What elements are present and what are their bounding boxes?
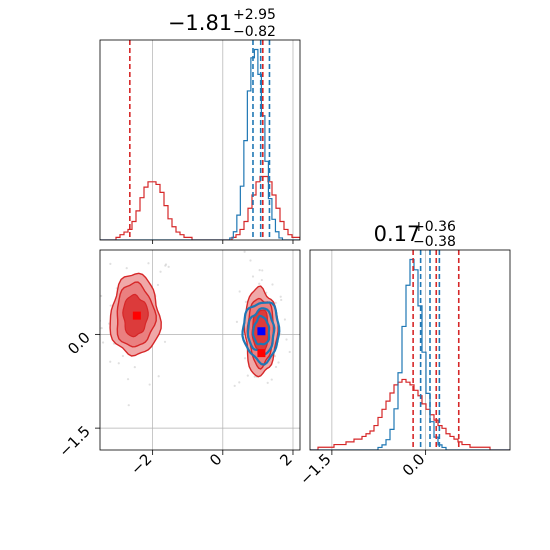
- scatter-point-1-23: [253, 375, 256, 378]
- scatter-point-1-29: [258, 269, 261, 272]
- scatter-point-1-34: [249, 259, 252, 262]
- y-param1-tick-label-0: −1.5: [55, 422, 93, 460]
- title-param0: −1.81: [168, 11, 232, 35]
- panel-hist-param0: −1.81 +2.95 −0.82: [99, 7, 301, 244]
- scatter-point-0-31: [100, 327, 103, 330]
- x-param1-tick-label-0: −1.5: [296, 450, 334, 488]
- scatter-point-0-14: [159, 270, 162, 273]
- scatter-point-0-50: [121, 354, 125, 358]
- scatter-point-0-48: [148, 383, 151, 386]
- scatter-point-0-24: [100, 294, 103, 298]
- scatter-point-0-7: [109, 304, 112, 307]
- scatter-point-1-1: [271, 283, 274, 286]
- marker-red-1: [257, 349, 266, 358]
- scatter-point-1-45: [266, 381, 269, 384]
- y-ticks-param1: −1.5 0.0: [55, 328, 100, 461]
- scatter-point-1-43: [243, 357, 247, 360]
- scatter-point-1-44: [274, 301, 277, 304]
- marker-blue: [257, 327, 266, 336]
- histogram-blue-param0: [100, 48, 300, 240]
- scatter-point-0-5: [92, 333, 94, 335]
- scatter-point-1-55: [238, 381, 241, 384]
- scatter-point-0-18: [127, 404, 130, 407]
- scatter-point-0-53: [92, 272, 94, 274]
- scatter-point-0-46: [101, 341, 105, 344]
- scatter-point-0-38: [109, 262, 112, 265]
- contour-blue-level1: [246, 307, 276, 356]
- axes-frame-param1-hist: [309, 249, 511, 451]
- title-param0-plus: +2.95: [233, 7, 276, 23]
- grid-param0-hist: [152, 40, 294, 244]
- scatter-point-1-42: [277, 361, 280, 364]
- quantile-lines-param0: [129, 40, 271, 240]
- truth-markers: [132, 311, 266, 358]
- title-param1-minus: −0.38: [413, 234, 456, 250]
- histogram-blue-param1: [310, 258, 510, 450]
- title-param0-minus: −0.82: [233, 24, 276, 40]
- scatter-point-0-1: [125, 267, 128, 270]
- scatter-point-0-30: [147, 262, 150, 265]
- scatter-point-0-8: [117, 362, 120, 365]
- scatter-point-1-14: [270, 378, 273, 381]
- x-param0-tick-label-0: −2: [127, 450, 155, 478]
- scatter-point-1-17: [258, 282, 261, 285]
- scatter-point-0-36: [93, 317, 95, 319]
- scatter-point-1-51: [238, 290, 241, 293]
- histogram-red-param0: [100, 175, 300, 240]
- scatter-point-1-53: [285, 338, 288, 341]
- histograms-param0: [100, 48, 300, 240]
- scatter-point-1-19: [288, 350, 291, 354]
- scatter-point-0-39: [163, 340, 167, 343]
- scatter-point-0-20: [157, 375, 160, 378]
- x-ticks-param1: −1.5 0.0: [296, 450, 428, 489]
- histogram-red-param1: [310, 378, 510, 450]
- contour-blue-level0: [241, 301, 281, 366]
- scatter-point-1-36: [235, 320, 239, 323]
- scatter-point-0-43: [167, 265, 170, 268]
- scatter-point-1-8: [283, 318, 287, 321]
- title-param1: 0.17: [374, 222, 421, 246]
- scatter-point-1-33: [273, 355, 277, 358]
- scatter-point-0-28: [109, 360, 112, 363]
- axes-frame-param0-hist: [99, 39, 301, 241]
- marker-red-0: [132, 311, 141, 320]
- scatter-point-0-25: [126, 245, 128, 247]
- scatter-point-0-59: [133, 366, 136, 369]
- panel-hist-param1: −1.5 0.0 0.17 +0.36 −0.38: [296, 219, 511, 489]
- x-ticks-param0: −2 0 2: [127, 450, 296, 478]
- histograms-param1: [310, 258, 510, 450]
- scatter-point-0-55: [164, 263, 168, 266]
- scatter-point-1-38: [243, 250, 246, 253]
- scatter-point-1-6: [246, 374, 249, 377]
- contour-blue-level2: [251, 314, 271, 346]
- grid-param1-hist: [331, 250, 426, 450]
- quantile-lines-param1: [412, 250, 460, 450]
- scatter-point-1-5: [261, 269, 264, 272]
- panel-2d-param0-param1: −2 0 2 −1.5 0.0: [55, 245, 301, 478]
- x-param1-tick-label-1: 0.0: [399, 450, 429, 480]
- scatter-point-1-46: [233, 384, 236, 387]
- title-param1-plus: +0.36: [413, 219, 456, 235]
- scatter-point-1-41: [260, 278, 263, 282]
- y-param1-tick-label-1: 0.0: [64, 328, 94, 358]
- scatter-point-0-15: [156, 283, 160, 287]
- scatter-point-1-11: [274, 365, 278, 369]
- contours: [109, 272, 281, 378]
- axes-frame-2d: [99, 249, 301, 451]
- scatter-point-1-7: [244, 300, 248, 303]
- scatter-point-1-28: [280, 298, 283, 302]
- scatter-point-0-21: [126, 378, 130, 381]
- scatter-point-1-52: [279, 295, 282, 298]
- scatter-point-1-18: [251, 275, 255, 278]
